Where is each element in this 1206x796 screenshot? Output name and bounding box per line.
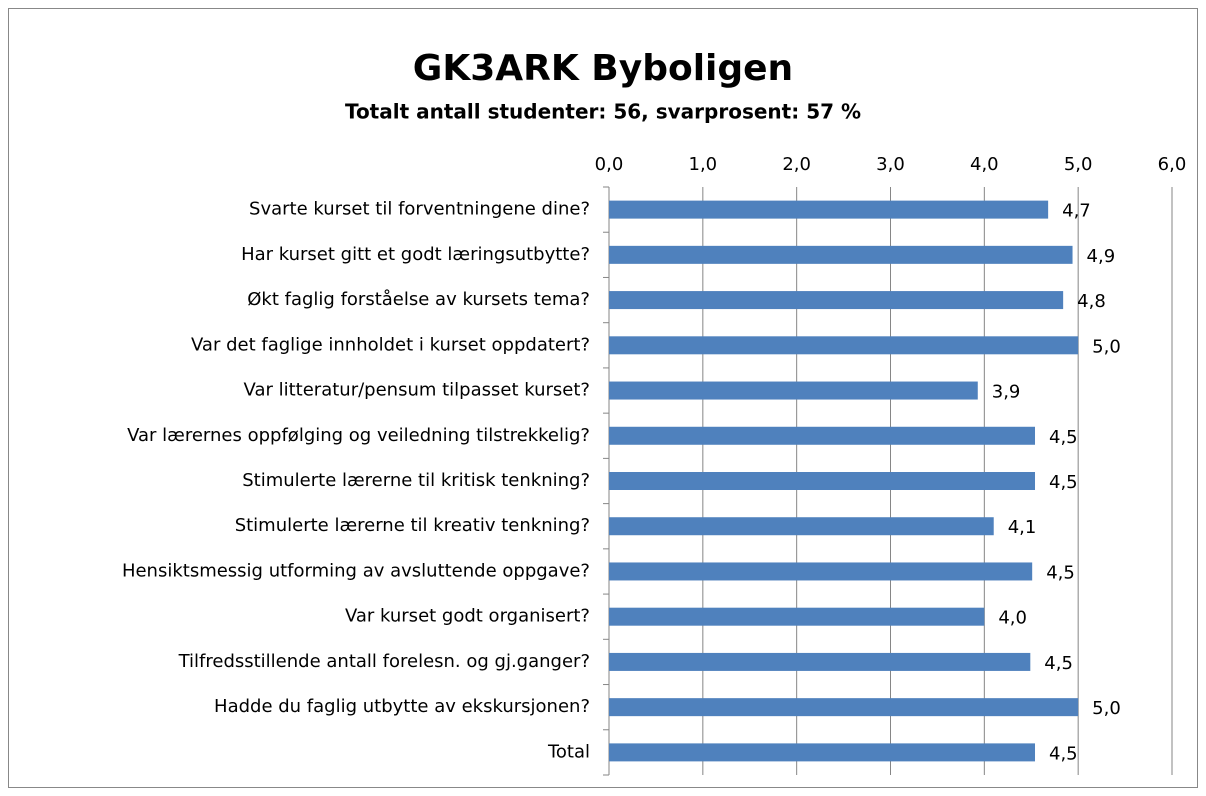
y-tick-label: Hadde du faglig utbytte av ekskursjonen? bbox=[214, 696, 590, 717]
y-tick-label: Hensiktsmessig utforming av avsluttende … bbox=[122, 560, 590, 581]
value-label: 4,5 bbox=[1049, 743, 1078, 764]
bar bbox=[609, 652, 1031, 671]
value-label: 4,5 bbox=[1049, 427, 1078, 448]
bar bbox=[609, 426, 1036, 445]
x-tick-label: 1,0 bbox=[689, 154, 718, 175]
x-tick-label: 3,0 bbox=[876, 154, 905, 175]
y-tick-label: Økt faglig forståelse av kursets tema? bbox=[247, 289, 590, 310]
value-label: 5,0 bbox=[1092, 698, 1121, 719]
value-label: 3,9 bbox=[992, 382, 1021, 403]
y-tick-label: Var kurset godt organisert? bbox=[345, 606, 590, 627]
x-tick-label: 6,0 bbox=[1158, 154, 1187, 175]
x-tick-label: 5,0 bbox=[1064, 154, 1093, 175]
bar bbox=[609, 607, 985, 626]
y-tick-label: Var lærernes oppfølging og veiledning ti… bbox=[127, 425, 590, 446]
y-tick-label: Tilfredsstillende antall forelesn. og gj… bbox=[178, 651, 590, 672]
y-tick-label: Var det faglige innholdet i kurset oppda… bbox=[191, 334, 590, 355]
value-label: 4,9 bbox=[1087, 246, 1116, 267]
value-label: 4,5 bbox=[1049, 472, 1078, 493]
value-label: 4,1 bbox=[1008, 517, 1037, 538]
bar bbox=[609, 381, 978, 400]
x-tick-label: 4,0 bbox=[970, 154, 999, 175]
bar bbox=[609, 517, 994, 536]
y-tick-label: Har kurset gitt et godt læringsutbytte? bbox=[241, 244, 590, 265]
bar bbox=[609, 291, 1064, 310]
y-tick-label: Stimulerte lærerne til kreativ tenkning? bbox=[235, 515, 590, 536]
chart-subtitle: Totalt antall studenter: 56, svarprosent… bbox=[345, 100, 861, 124]
bar bbox=[609, 245, 1073, 264]
value-label: 4,5 bbox=[1044, 653, 1073, 674]
bar bbox=[609, 200, 1049, 219]
y-tick-label: Stimulerte lærerne til kritisk tenkning? bbox=[242, 470, 590, 491]
bar bbox=[609, 562, 1033, 581]
bar bbox=[609, 698, 1079, 717]
x-tick-label: 2,0 bbox=[782, 154, 811, 175]
bar bbox=[609, 336, 1079, 355]
value-label: 4,5 bbox=[1046, 562, 1075, 583]
value-label: 5,0 bbox=[1092, 336, 1121, 357]
bar bbox=[609, 472, 1036, 490]
y-tick-label: Var litteratur/pensum tilpasset kurset? bbox=[244, 380, 590, 401]
bar bbox=[609, 743, 1036, 762]
y-tick-label: Svarte kurset til forventningene dine? bbox=[249, 199, 590, 220]
x-tick-label: 0,0 bbox=[595, 154, 624, 175]
value-label: 4,0 bbox=[998, 608, 1027, 629]
y-tick-label: Total bbox=[547, 741, 590, 762]
value-label: 4,8 bbox=[1077, 291, 1106, 312]
value-label: 4,7 bbox=[1062, 201, 1091, 222]
chart-title: GK3ARK Byboligen bbox=[413, 48, 793, 89]
